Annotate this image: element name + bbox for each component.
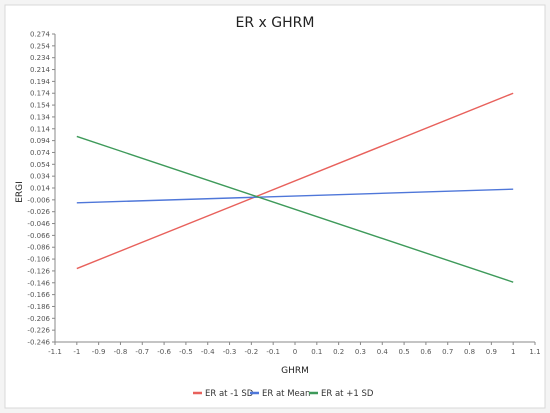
y-tick-label: -0.226 [27,327,50,335]
y-tick-label: 0.094 [30,137,51,145]
x-tick-label: 0.9 [486,348,497,356]
series-line-1 [76,92,514,270]
x-tick-label: -0.4 [201,348,215,356]
x-tick-label: 0.6 [420,348,432,356]
x-tick-label: -0.6 [157,348,171,356]
legend-label: ER at +1 SD [321,389,374,399]
y-tick-label: 0.154 [30,102,51,110]
y-tick-label: 0.134 [30,113,51,121]
x-tick-label: 1.1 [529,348,540,356]
y-tick-label: -0.006 [27,196,50,204]
x-tick-label: -0.2 [245,348,259,356]
y-tick-label: -0.106 [27,256,50,264]
y-tick-label: -0.046 [27,220,50,228]
y-tick-label: -0.206 [27,315,50,323]
y-tick-label: -0.126 [27,267,50,275]
x-tick-label: -0.9 [92,348,106,356]
x-tick-label: 0.3 [355,348,366,356]
y-tick-label: 0.054 [30,161,51,169]
y-tick-label: -0.026 [27,208,50,216]
y-tick-label: 0.254 [30,42,51,50]
y-tick-label: 0.014 [30,185,51,193]
y-tick-label: 0.194 [30,78,51,86]
y-tick-label: -0.066 [27,232,50,240]
x-tick-label: -1.1 [48,348,62,356]
x-tick-label: 0 [293,348,297,356]
series-line-3 [76,135,514,283]
y-tick-label: -0.086 [27,244,50,252]
series-line-2 [76,188,514,204]
x-tick-label: 0.7 [442,348,453,356]
chart-title: ER x GHRM [236,15,315,31]
y-tick-label: -0.146 [27,279,50,287]
x-tick-label: -0.8 [114,348,128,356]
x-tick-label: 0.4 [377,348,389,356]
x-tick-label: -0.7 [135,348,149,356]
y-tick-label: -0.246 [27,339,50,347]
y-tick-label: 0.114 [30,125,51,133]
y-axis-title: ERGI [15,181,25,203]
chart-background [4,4,546,409]
x-tick-label: 0.1 [311,348,322,356]
x-tick-label: 1 [511,348,515,356]
x-tick-label: -1 [73,348,80,356]
legend-label: ER at -1 SD [205,389,254,399]
x-tick-label: 0.5 [399,348,410,356]
y-tick-label: -0.186 [27,303,50,311]
y-tick-label: 0.034 [30,173,51,181]
x-tick-label: 0.8 [464,348,475,356]
x-tick-label: -0.3 [223,348,237,356]
y-tick-label: 0.214 [30,66,51,74]
x-tick-label: -0.5 [179,348,193,356]
legend: ER at -1 SD ER at Mean ER at +1 SD [193,389,374,399]
legend-label: ER at Mean [262,389,310,399]
y-tick-label: 0.074 [30,149,51,157]
x-axis-title: GHRM [281,366,309,376]
y-tick-label: -0.166 [27,291,50,299]
x-tick-label: -0.1 [266,348,280,356]
y-tick-label: 0.174 [30,90,51,98]
y-tick-label: 0.274 [30,31,51,39]
y-tick-label: 0.234 [30,54,51,62]
x-tick-label: 0.2 [333,348,344,356]
axes: 0.274 0.254 0.234 0.214 0.194 0.174 0.154 0.134… [27,31,540,357]
series-lines [76,92,514,283]
